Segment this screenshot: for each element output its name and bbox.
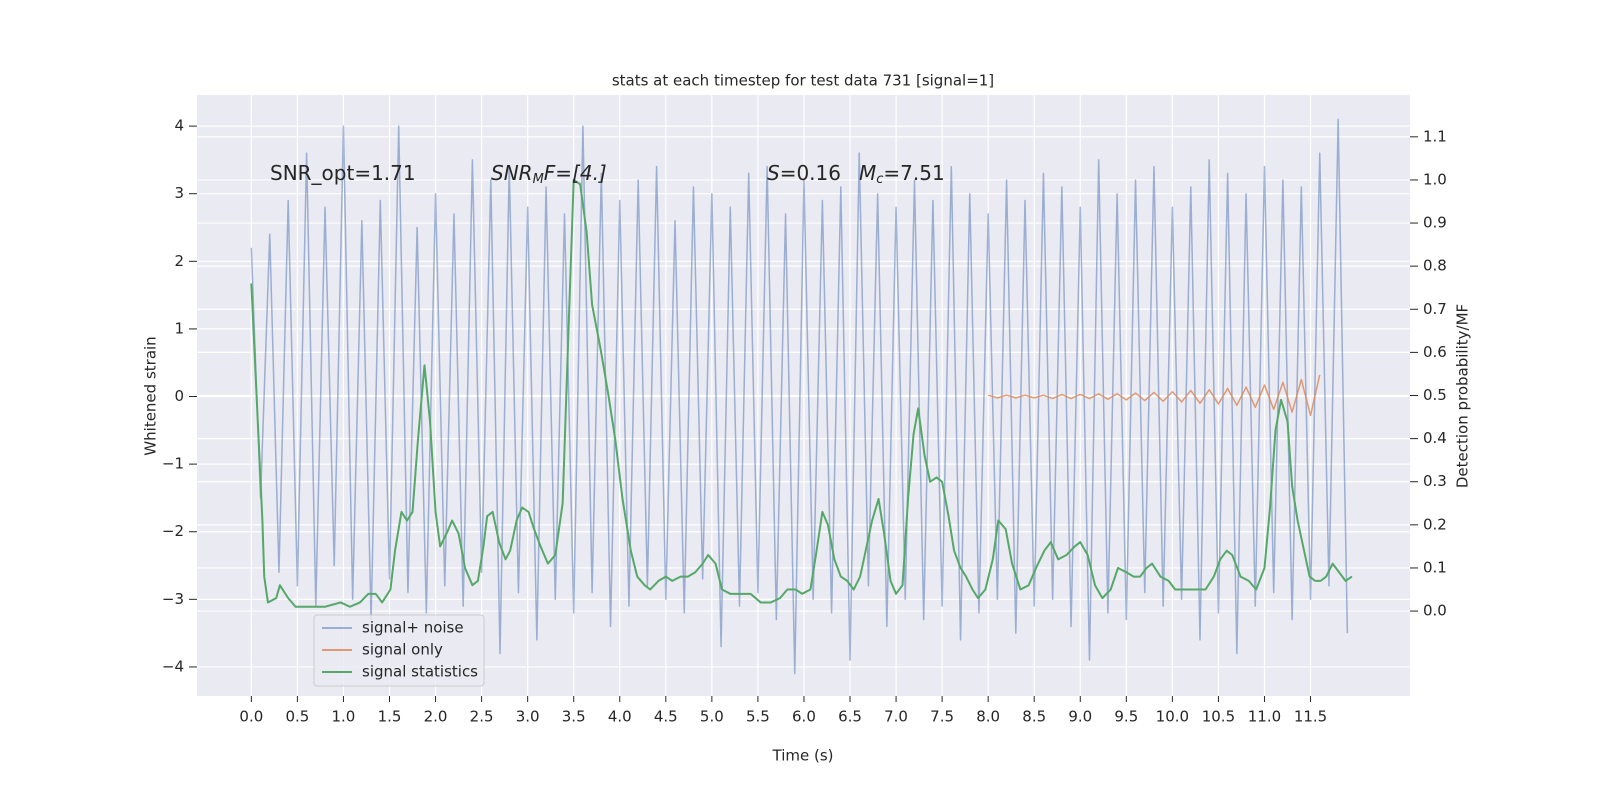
- annotation: SNRMF=[4.]: [491, 161, 607, 187]
- x-tick-label: 6.0: [792, 708, 816, 726]
- x-tick-label: 1.5: [378, 708, 402, 726]
- y-tick-label: −1: [162, 455, 184, 473]
- legend-label: signal+ noise: [362, 619, 464, 637]
- y2-tick-label: 0.5: [1423, 386, 1447, 404]
- x-tick-label: 0.5: [285, 708, 309, 726]
- y2-tick-label: 1.1: [1423, 127, 1447, 145]
- y-tick-label: −3: [162, 590, 184, 608]
- marks: [250, 118, 1353, 675]
- x-tick-label: 10.5: [1202, 708, 1235, 726]
- series-line: [987, 374, 1321, 417]
- y2-tick-label: 0.9: [1423, 214, 1447, 232]
- y2-tick-label: 0.1: [1423, 558, 1447, 576]
- y-tick-label: 3: [174, 184, 184, 202]
- y-tick-label: 4: [174, 117, 184, 135]
- y2-tick-label: 0.3: [1423, 472, 1447, 490]
- x-tick-label: 8.0: [976, 708, 1000, 726]
- x-tick-label: 11.0: [1248, 708, 1281, 726]
- x-tick-label: 4.0: [608, 708, 632, 726]
- annotation-part: SNR_opt=1.71: [270, 161, 416, 185]
- x-tick-label: 1.0: [332, 708, 356, 726]
- annotation-part: M: [533, 172, 544, 187]
- x-tick-label: 9.5: [1114, 708, 1138, 726]
- chart-title: stats at each timestep for test data 731…: [612, 72, 994, 90]
- y-axis-label: Whitened strain: [142, 336, 160, 455]
- y-tick-label: −4: [162, 657, 184, 675]
- x-tick-label: 2.5: [470, 708, 494, 726]
- annotation: Mc=7.51: [859, 161, 945, 187]
- x-axis-label: Time (s): [772, 747, 834, 765]
- annotation: SNR_opt=1.71: [270, 161, 416, 185]
- x-tick-label: 2.0: [424, 708, 448, 726]
- annotation-part: =7.51: [883, 161, 944, 185]
- x-tick-label: 10.0: [1156, 708, 1189, 726]
- y2-tick-label: 0.8: [1423, 257, 1447, 275]
- y2-tick-label: 0.4: [1423, 429, 1447, 447]
- series-line: [250, 178, 1353, 608]
- y2-tick-label: 0.2: [1423, 515, 1447, 533]
- y-tick-label: 2: [174, 252, 184, 270]
- annotation-part: F=[4.]: [544, 161, 607, 185]
- y-tick-label: 1: [174, 319, 184, 337]
- x-tick-label: 3.0: [516, 708, 540, 726]
- legend-label: signal statistics: [362, 663, 478, 681]
- x-tick-label: 5.5: [746, 708, 770, 726]
- annotation: S=0.16: [767, 161, 841, 185]
- annotation-part: c: [876, 172, 883, 187]
- y2-tick-label: 0.6: [1423, 343, 1447, 361]
- y2-tick-label: 1.0: [1423, 170, 1447, 188]
- y2-tick-label: 0.7: [1423, 300, 1447, 318]
- x-tick-label: 6.5: [838, 708, 862, 726]
- x-tick-label: 11.5: [1294, 708, 1327, 726]
- x-tick-label: 7.5: [930, 708, 954, 726]
- y2-axis-label: Detection probability/MF: [1454, 304, 1472, 488]
- legend-label: signal only: [362, 641, 443, 659]
- y-tick-label: −2: [162, 522, 184, 540]
- annotation-part: SNR: [491, 161, 533, 185]
- annotation-part: =0.16: [780, 161, 841, 185]
- x-tick-label: 4.5: [654, 708, 678, 726]
- x-tick-label: 9.0: [1068, 708, 1092, 726]
- series-line: [250, 118, 1349, 675]
- y-tick-label: 0: [174, 387, 184, 405]
- legend: signal+ noise signal only signal statistic…: [313, 614, 485, 687]
- x-tick-label: 3.5: [562, 708, 586, 726]
- x-tick-label: 7.0: [884, 708, 908, 726]
- y2-tick-label: 0.0: [1423, 602, 1447, 620]
- x-tick-label: 5.0: [700, 708, 724, 726]
- axes: 0.0 0.5 1.0 1.5 2.0 2.5 3.0 3.5 4.0 4.5 5.0 5.5 6.0 6…: [162, 117, 1447, 726]
- annotation-part: M: [859, 161, 876, 185]
- x-tick-label: 8.5: [1022, 708, 1046, 726]
- x-tick-label: 0.0: [239, 708, 263, 726]
- legend-box: [313, 614, 485, 687]
- annotation-part: S: [767, 161, 780, 185]
